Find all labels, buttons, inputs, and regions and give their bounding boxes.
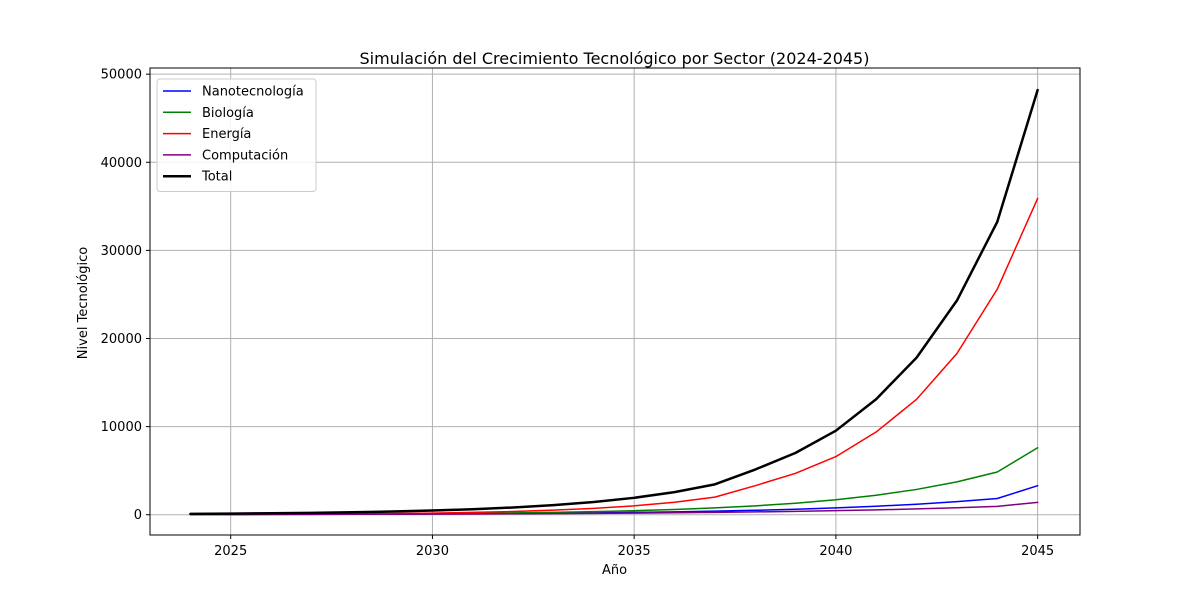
- y-tick-label: 50000: [101, 68, 142, 83]
- series-line-energia: [189, 197, 1039, 516]
- legend-label: Nanotecnología: [202, 85, 304, 100]
- legend-label: Computación: [202, 148, 288, 163]
- x-tick-label: 2040: [819, 544, 852, 559]
- axis-ticks: 2025 2030 2035 2040 2045 0 10000 20000 30000 4000…: [101, 68, 1055, 559]
- y-tick-label: 0: [134, 508, 142, 523]
- legend-label: Energía: [202, 127, 251, 142]
- y-tick-label: 40000: [101, 156, 142, 171]
- legend-box: [156, 78, 317, 192]
- legend-label: Total: [201, 170, 232, 185]
- y-axis-label: Nivel Tecnológico: [76, 247, 91, 359]
- series-line-total: [189, 88, 1039, 516]
- x-axis-label: Año: [602, 563, 627, 578]
- y-tick-label: 10000: [101, 420, 142, 435]
- series-line-computacion: [189, 501, 1039, 516]
- x-tick-label: 2045: [1021, 544, 1054, 559]
- legend: Nanotecnología Biología Energía Computación…: [156, 78, 317, 192]
- plot-area-frame: [149, 67, 1081, 536]
- series-lines: [189, 88, 1039, 516]
- x-tick-label: 2035: [618, 544, 651, 559]
- chart-title: Simulación del Crecimiento Tecnológico p…: [360, 49, 870, 68]
- y-tick-label: 20000: [101, 332, 142, 347]
- legend-label: Biología: [202, 106, 254, 121]
- x-tick-label: 2030: [416, 544, 449, 559]
- y-tick-label: 30000: [101, 244, 142, 259]
- x-tick-label: 2025: [214, 544, 247, 559]
